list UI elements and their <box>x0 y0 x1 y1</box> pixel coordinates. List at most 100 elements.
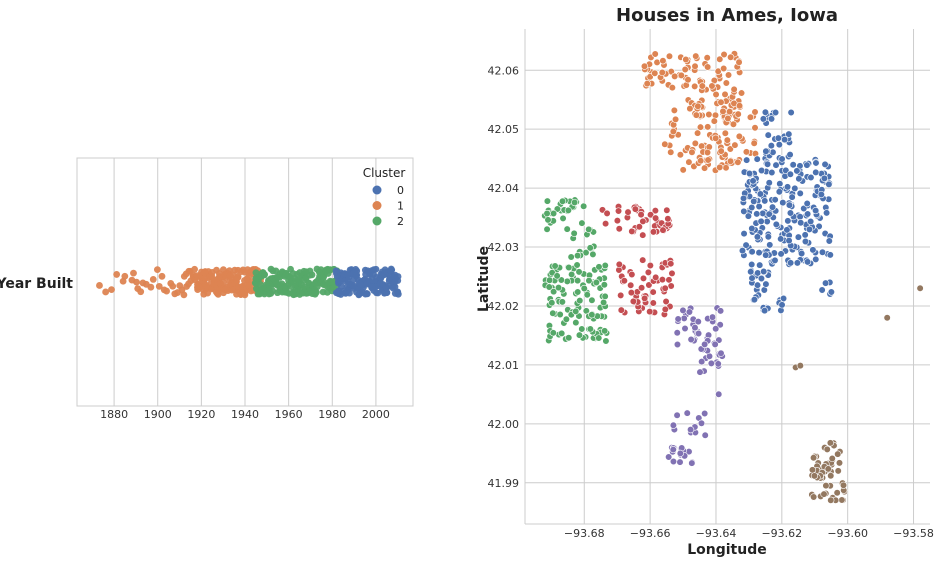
scatter-point <box>692 52 700 60</box>
scatter-point <box>653 58 661 66</box>
strip-point-cluster-1 <box>154 266 161 273</box>
scatter-point <box>595 334 603 342</box>
scatter-point <box>667 282 675 290</box>
scatter-point <box>779 199 787 207</box>
scatter-point <box>586 244 594 252</box>
scatter-point <box>734 110 742 118</box>
scatter-point <box>698 142 706 150</box>
scatter-point <box>807 173 815 182</box>
scatter-point <box>823 445 831 454</box>
scatter-point <box>883 314 891 322</box>
scatter-point <box>629 297 637 305</box>
scatter-point <box>549 209 558 218</box>
scatter-point <box>795 175 803 183</box>
scatter-point <box>750 139 758 147</box>
scatter-point <box>701 431 709 439</box>
scatter-point <box>719 107 727 115</box>
strip-point-cluster-0 <box>394 277 402 284</box>
scatter-point <box>601 220 610 228</box>
scatter-point <box>658 276 667 284</box>
scatter-point <box>628 270 636 279</box>
scatter-point <box>668 269 676 277</box>
strip-x-tick-label: 1900 <box>144 408 172 421</box>
scatter-point <box>768 168 776 177</box>
scatter-point <box>740 207 748 215</box>
scatter-y-tick-label: 42.02 <box>488 300 520 313</box>
scatter-point <box>823 209 831 217</box>
scatter-point <box>693 129 702 137</box>
scatter-point <box>671 72 679 80</box>
scatter-point <box>696 123 705 131</box>
scatter-point <box>565 263 573 272</box>
scatter-point <box>711 340 719 349</box>
scatter-point <box>716 307 725 315</box>
strip-point-cluster-2 <box>308 271 316 279</box>
scatter-point <box>777 235 785 243</box>
legend-label-1: 1 <box>397 200 404 213</box>
scatter-point <box>761 307 769 315</box>
scatter-point <box>775 188 783 196</box>
scatter-point <box>785 130 793 138</box>
scatter-point <box>768 203 777 211</box>
strip-x-ticks: 1880 1900 1920 1940 1960 1980 2000 <box>100 408 390 421</box>
scatter-point <box>685 308 694 316</box>
scatter-point <box>724 114 732 123</box>
scatter-point <box>769 148 777 156</box>
scatter-point <box>743 156 751 164</box>
scatter-point <box>570 198 579 207</box>
scatter-point <box>763 160 772 168</box>
scatter-point <box>762 280 770 288</box>
scatter-point <box>705 110 713 119</box>
scatter-point <box>735 102 744 110</box>
scatter-point <box>601 261 609 270</box>
scatter-point <box>793 259 801 267</box>
legend-marker-2 <box>372 216 382 226</box>
scatter-point <box>691 324 699 332</box>
strip-point-cluster-0 <box>363 290 371 297</box>
scatter-point <box>698 82 706 90</box>
scatter-point <box>785 201 794 209</box>
scatter-point <box>669 421 677 429</box>
scatter-point <box>796 213 804 221</box>
scatter-point <box>722 79 730 87</box>
scatter-point <box>651 50 659 58</box>
scatter-point <box>827 288 835 296</box>
scatter-point <box>771 108 780 117</box>
scatter-point <box>749 177 757 185</box>
scatter-point <box>667 260 675 268</box>
scatter-point <box>759 209 767 217</box>
strip-point-cluster-1 <box>137 288 145 296</box>
scatter-point <box>716 163 724 171</box>
scatter-point <box>827 496 835 504</box>
scatter-point <box>755 202 763 211</box>
scatter-point <box>670 106 678 115</box>
strip-point-cluster-1 <box>149 276 157 283</box>
strip-point-cluster-1 <box>113 271 121 278</box>
scatter-point <box>585 277 593 285</box>
scatter-point <box>753 155 761 163</box>
scatter-y-tick-label: 42.06 <box>488 64 520 77</box>
strip-point-cluster-1 <box>180 291 188 299</box>
scatter-point <box>592 278 600 287</box>
scatter-point <box>600 281 608 289</box>
scatter-point <box>562 315 570 323</box>
scatter-point <box>615 260 623 268</box>
scatter-point <box>801 231 809 239</box>
scatter-point <box>659 226 667 234</box>
scatter-point <box>721 129 729 137</box>
scatter-point <box>815 222 823 230</box>
scatter-point <box>639 256 647 264</box>
scatter-point <box>665 52 674 60</box>
scatter-point <box>700 164 709 172</box>
strip-point-cluster-1 <box>102 288 110 296</box>
scatter-point <box>685 158 693 166</box>
scatter-point <box>812 159 820 167</box>
scatter-point <box>667 148 675 156</box>
scatter-point <box>803 258 812 266</box>
scatter-point <box>704 123 712 131</box>
scatter-y-tick-label: 42.03 <box>488 241 520 254</box>
scatter-point <box>692 111 700 119</box>
strip-points <box>96 265 402 299</box>
strip-point-cluster-1 <box>191 265 198 273</box>
